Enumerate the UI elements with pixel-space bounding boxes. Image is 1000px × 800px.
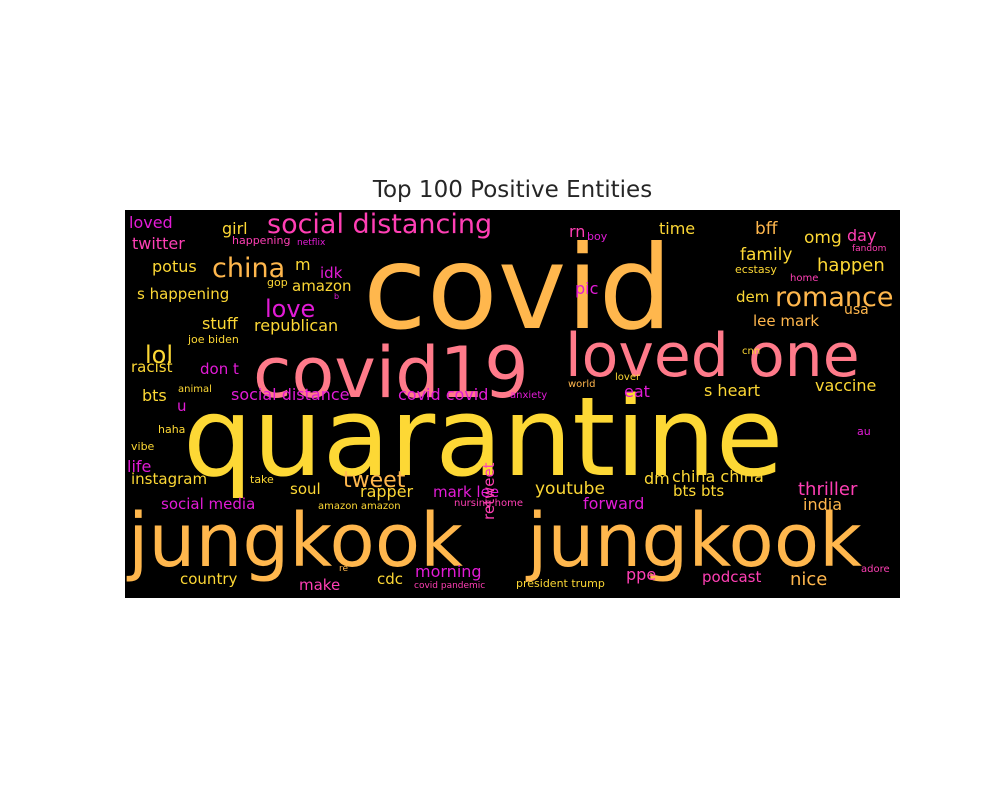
word-don-t: don t xyxy=(200,360,239,378)
word-s-happening: s happening xyxy=(137,285,229,303)
word-covid-pandemic: covid pandemic xyxy=(414,581,485,591)
word-social-distancing: social distancing xyxy=(267,210,492,240)
word-bts: bts xyxy=(142,386,167,405)
word-world: world xyxy=(568,379,596,390)
word-nursing-home: nursing home xyxy=(454,498,523,509)
word-au: au xyxy=(857,425,871,438)
word-romance: romance xyxy=(775,282,893,313)
word-omg: omg xyxy=(804,228,842,248)
word-dm: dm xyxy=(644,469,670,488)
word-country: country xyxy=(180,570,237,588)
word-mark-lee: mark lee xyxy=(433,483,499,501)
word-take: take xyxy=(250,473,274,486)
word-jungkook: jungkook xyxy=(126,498,463,584)
word-girl: girl xyxy=(222,219,248,238)
chart-title: Top 100 Positive Entities xyxy=(372,177,653,203)
word-twitter: twitter xyxy=(132,234,185,253)
word-day: day xyxy=(847,226,876,245)
word-joe-biden: joe biden xyxy=(187,333,239,346)
word-netflix: netflix xyxy=(297,238,326,248)
word-b: b xyxy=(334,292,339,301)
word-dem: dem xyxy=(736,288,769,306)
word-soul: soul xyxy=(290,480,321,498)
word-social-distance: social distance xyxy=(231,385,350,404)
word-jungkook: jungkook xyxy=(525,498,862,584)
word-podcast: podcast xyxy=(702,568,761,586)
word-haha: haha xyxy=(158,423,185,436)
word-thriller: thriller xyxy=(798,479,858,500)
word-re: re xyxy=(339,564,349,574)
word-retweet: retweet xyxy=(480,462,498,520)
word-u: u xyxy=(177,397,187,415)
word-covid19: covid19 xyxy=(253,332,529,414)
word-covid-covid: covid covid xyxy=(398,385,488,404)
word-loved-one: loved one xyxy=(565,321,860,391)
word-lover: lover xyxy=(615,372,641,383)
word-social-media: social media xyxy=(161,495,255,513)
word-rapper: rapper xyxy=(360,482,414,501)
word-lee-mark: lee mark xyxy=(753,312,819,330)
word-adore: adore xyxy=(861,564,890,575)
word-ecstasy: ecstasy xyxy=(735,263,777,276)
word-pic: pic xyxy=(575,279,598,298)
word-fandom: fandom xyxy=(852,244,886,254)
word-loved: loved xyxy=(129,213,173,232)
word-nice: nice xyxy=(790,569,827,590)
word-potus: potus xyxy=(152,257,197,276)
word-instagram: instagram xyxy=(131,470,207,488)
word-racist: racist xyxy=(131,358,173,376)
word-lol: lol xyxy=(145,341,173,369)
word-china-china: china china xyxy=(672,467,764,486)
word-life: life xyxy=(127,457,151,476)
word-youtube: youtube xyxy=(535,479,605,499)
word-forward: forward xyxy=(583,494,644,513)
word-s-heart: s heart xyxy=(704,381,760,400)
word-president-trump: president trump xyxy=(516,577,605,590)
word-republican: republican xyxy=(254,316,338,335)
word-vibe: vibe xyxy=(131,440,155,453)
word-rn: rn xyxy=(569,222,585,241)
word-usa: usa xyxy=(844,302,869,318)
word-amazon: amazon xyxy=(292,277,352,295)
word-home: home xyxy=(790,273,818,284)
word-ppe: ppe xyxy=(626,565,656,584)
word-boy: boy xyxy=(587,230,608,243)
word-cdc: cdc xyxy=(377,570,403,588)
word-bts-bts: bts bts xyxy=(673,482,724,500)
word-make: make xyxy=(299,576,340,594)
word-quarantine: quarantine xyxy=(183,373,783,501)
word-m: m xyxy=(295,255,311,274)
word-bff: bff xyxy=(755,219,779,239)
word-china: china xyxy=(212,253,285,284)
word-stuff: stuff xyxy=(202,314,239,333)
word-happen: happen xyxy=(817,255,885,276)
word-tweet: tweet xyxy=(343,468,406,493)
word-gop: gop xyxy=(267,276,288,289)
word-amazon-amazon: amazon amazon xyxy=(318,501,401,512)
word-covid: covid xyxy=(363,221,672,356)
word-anxiety: anxiety xyxy=(510,390,547,401)
word-animal: animal xyxy=(178,384,212,395)
word-family: family xyxy=(740,245,792,265)
word-idk: idk xyxy=(320,264,343,282)
word-morning: morning xyxy=(415,562,482,581)
word-eat: eat xyxy=(624,382,650,401)
cloud-background xyxy=(125,210,900,598)
word-time: time xyxy=(659,219,695,238)
word-love: love xyxy=(265,295,315,323)
word-cnn: cnn xyxy=(742,346,760,357)
word-happening: happening xyxy=(232,234,290,247)
word-vaccine: vaccine xyxy=(815,376,876,395)
word-india: india xyxy=(803,495,842,514)
